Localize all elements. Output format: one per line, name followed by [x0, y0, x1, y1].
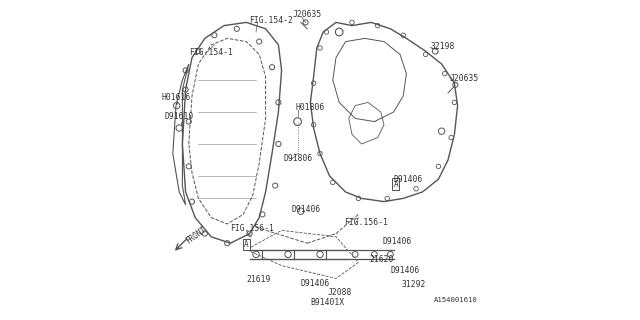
Text: D91406: D91406	[301, 279, 330, 288]
Text: FIG.156-1: FIG.156-1	[344, 218, 388, 227]
Text: A: A	[394, 180, 398, 188]
Text: 31292: 31292	[402, 280, 426, 289]
Text: FIG.154-1: FIG.154-1	[189, 48, 233, 57]
Text: 21619: 21619	[246, 276, 271, 284]
Text: D91406: D91406	[390, 266, 420, 275]
Text: A: A	[244, 240, 249, 249]
Text: J20635: J20635	[450, 74, 479, 83]
Text: 21620: 21620	[370, 255, 394, 264]
Text: FIG.156-1: FIG.156-1	[230, 224, 275, 233]
Text: A154001610: A154001610	[434, 297, 477, 303]
Text: 32198: 32198	[430, 42, 455, 51]
Text: H01616: H01616	[161, 93, 191, 102]
Text: D91406: D91406	[383, 237, 412, 246]
Text: D91806: D91806	[283, 154, 312, 163]
Text: B91401X: B91401X	[310, 298, 344, 307]
Text: J2088: J2088	[328, 288, 353, 297]
Text: FRONT: FRONT	[184, 225, 208, 245]
Text: J20635: J20635	[292, 10, 322, 19]
Text: H01806: H01806	[296, 103, 325, 112]
Text: FIG.154-2: FIG.154-2	[250, 16, 294, 25]
Text: D91406: D91406	[291, 205, 321, 214]
Text: D91406: D91406	[394, 175, 423, 184]
Text: D91610: D91610	[164, 112, 193, 121]
